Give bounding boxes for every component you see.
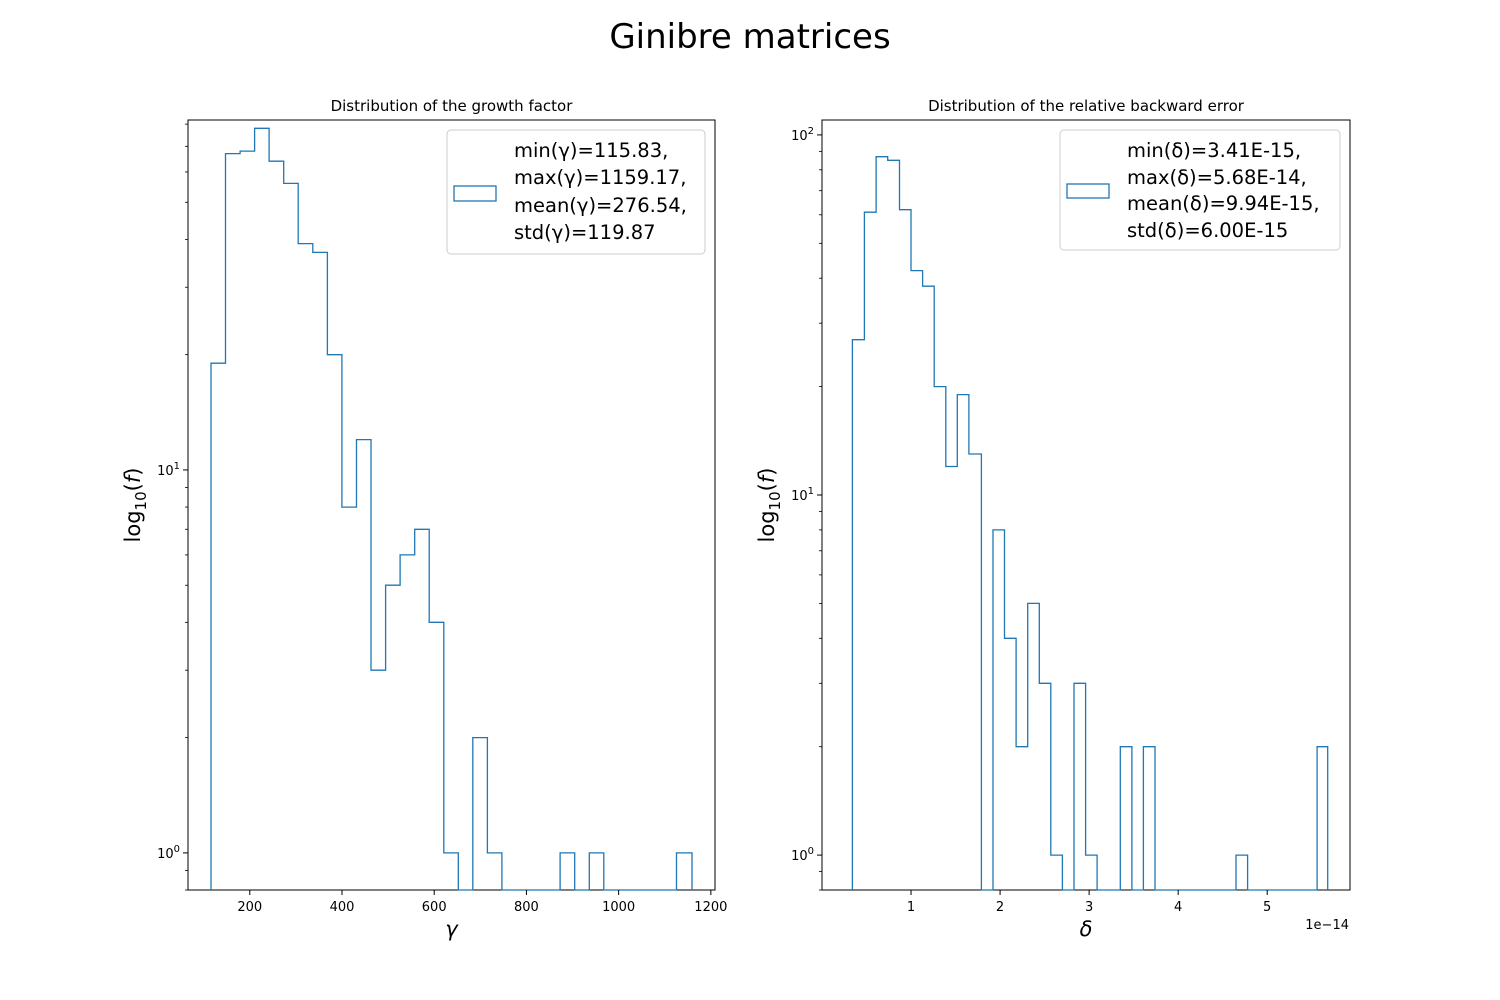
x-tick-label: 3 (1085, 900, 1093, 915)
y-tick-label: 100 (157, 844, 180, 862)
growth-factor-title: Distribution of the growth factor (331, 97, 574, 115)
y-tick-label: 101 (791, 486, 814, 504)
x-tick-label: 4 (1174, 900, 1182, 915)
backward-error-y-ticks: 100 101 102 (791, 126, 822, 891)
backward-error-title: Distribution of the relative backward er… (928, 97, 1245, 115)
growth-factor-x-label: γ (445, 917, 459, 941)
growth-factor-legend-line: max(γ)=1159.17, (514, 166, 686, 189)
backward-error-plot-frame (821, 119, 1351, 891)
growth-factor-x-ticks: 200 400 600 800 1000 1200 (237, 890, 727, 915)
backward-error-x-ticks: 1 2 3 4 5 (907, 890, 1271, 915)
x-tick-label: 400 (330, 900, 355, 915)
x-tick-label: 1200 (694, 900, 727, 915)
growth-factor-y-ticks: 100 101 (157, 123, 188, 891)
backward-error-x-multiplier: 1e−14 (1305, 918, 1349, 933)
y-tick-label: 102 (791, 126, 814, 144)
growth-factor-plot-frame (187, 119, 716, 891)
growth-factor-legend-swatch (453, 185, 497, 202)
growth-factor-legend-line: std(γ)=119.87 (514, 221, 656, 244)
backward-error-panel: Distribution of the relative backward er… (755, 97, 1351, 941)
backward-error-legend-line: mean(δ)=9.94E-15, (1127, 192, 1320, 215)
x-tick-label: 800 (514, 900, 539, 915)
x-tick-label: 1 (907, 900, 915, 915)
x-tick-label: 1000 (602, 900, 635, 915)
y-tick-label: 100 (791, 846, 814, 864)
backward-error-legend-line: min(δ)=3.41E-15, (1127, 139, 1301, 162)
backward-error-legend-line: std(δ)=6.00E-15 (1127, 219, 1288, 242)
growth-factor-histogram (210, 127, 693, 891)
growth-factor-legend: min(γ)=115.83, max(γ)=1159.17, mean(γ)=2… (446, 129, 706, 255)
backward-error-legend-swatch (1066, 183, 1110, 199)
growth-factor-legend-line: min(γ)=115.83, (514, 139, 668, 162)
backward-error-legend-line: max(δ)=5.68E-14, (1127, 166, 1307, 189)
y-tick-label: 101 (157, 461, 180, 479)
growth-factor-legend-line: mean(γ)=276.54, (514, 194, 687, 217)
backward-error-legend-box (1059, 129, 1341, 251)
figure-title: Ginibre matrices (609, 17, 890, 57)
backward-error-legend: min(δ)=3.41E-15, max(δ)=5.68E-14, mean(δ… (1059, 129, 1341, 251)
x-tick-label: 200 (237, 900, 262, 915)
x-tick-label: 5 (1263, 900, 1271, 915)
growth-factor-legend-box (446, 129, 706, 255)
backward-error-x-label: δ (1080, 917, 1093, 941)
backward-error-histogram (851, 156, 1329, 891)
x-tick-label: 2 (996, 900, 1004, 915)
x-tick-label: 600 (422, 900, 447, 915)
